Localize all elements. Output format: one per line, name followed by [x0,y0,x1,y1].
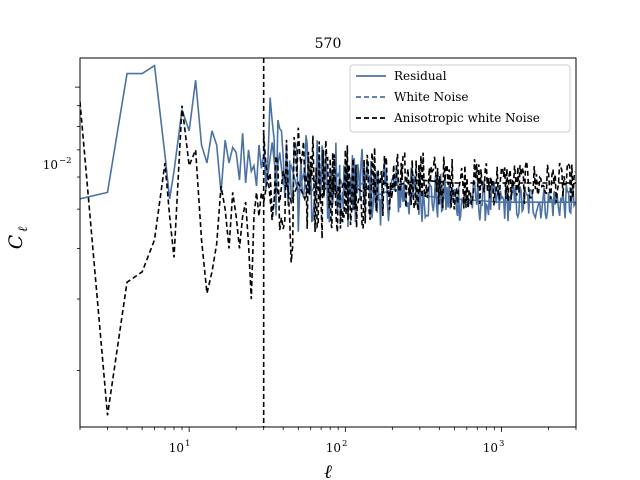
series-layer [80,58,576,427]
y-axis-label-base: C [5,234,27,249]
y-tick-exp: −2 [59,156,72,166]
legend-label-white-noise: White Noise [394,90,468,104]
chart-title: 570 [315,36,342,52]
x-tick-base: 10 [169,441,184,455]
y-axis-label-sub: ℓ [16,226,31,232]
legend-box [349,64,571,133]
x-tick-label-1000: 10 3 [483,439,505,455]
legend: Residual White Noise Anisotropic white N… [349,64,571,133]
x-axis-ticks [79,427,577,432]
x-tick-label-10: 10 1 [169,439,191,455]
x-tick-base: 10 [326,441,341,455]
x-tick-exp: 2 [342,439,347,449]
x-tick-label-100: 10 2 [326,439,348,455]
y-axis-ticks [75,86,80,371]
x-tick-exp: 3 [499,439,504,449]
y-tick-label-0.01: 10 −2 [43,156,72,172]
y-tick-base: 10 [43,158,58,172]
legend-label-residual: Residual [394,69,447,83]
series-anisotropic-line [80,101,576,416]
plot-frame [79,57,577,428]
x-tick-base: 10 [483,441,498,455]
x-tick-exp: 1 [185,439,190,449]
x-axis-label: ℓ [324,461,332,480]
legend-label-anisotropic: Anisotropic white Noise [393,111,540,125]
y-axis-label: C ℓ [5,226,31,249]
